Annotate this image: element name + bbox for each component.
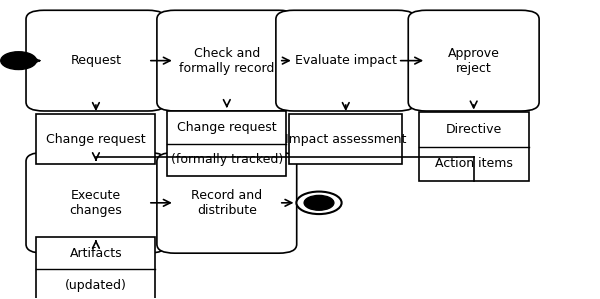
Bar <box>37 114 155 164</box>
Text: Directive: Directive <box>446 123 502 136</box>
FancyBboxPatch shape <box>157 152 297 253</box>
Text: (updated): (updated) <box>65 279 127 292</box>
Text: Impact assessment: Impact assessment <box>285 133 406 146</box>
Circle shape <box>304 196 334 210</box>
Text: Action items: Action items <box>435 157 512 170</box>
Text: Execute
changes: Execute changes <box>70 189 122 217</box>
FancyBboxPatch shape <box>276 10 416 111</box>
Text: Approve
reject: Approve reject <box>448 47 500 75</box>
FancyBboxPatch shape <box>26 152 166 253</box>
Text: Check and
formally record: Check and formally record <box>179 47 274 75</box>
Text: Evaluate impact: Evaluate impact <box>295 54 397 67</box>
FancyBboxPatch shape <box>26 10 166 111</box>
Bar <box>289 114 402 164</box>
Text: Record and
distribute: Record and distribute <box>191 189 262 217</box>
Circle shape <box>296 192 341 214</box>
Circle shape <box>1 52 37 70</box>
Text: Artifacts: Artifacts <box>70 247 122 260</box>
Text: Change request: Change request <box>177 121 277 134</box>
FancyBboxPatch shape <box>157 10 297 111</box>
Bar <box>37 237 155 299</box>
Text: Request: Request <box>70 54 121 67</box>
Bar <box>419 112 529 181</box>
Text: Change request: Change request <box>46 133 146 146</box>
Text: (formally tracked): (formally tracked) <box>170 153 283 166</box>
Bar <box>167 111 286 176</box>
FancyBboxPatch shape <box>408 10 539 111</box>
